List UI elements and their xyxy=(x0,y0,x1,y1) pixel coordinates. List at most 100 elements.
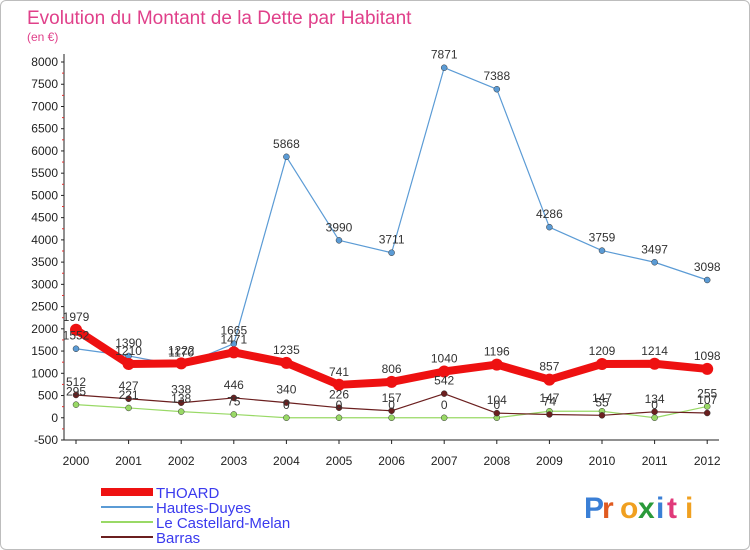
data-label: 1209 xyxy=(589,344,616,358)
data-label: 1170 xyxy=(168,346,194,360)
data-point xyxy=(335,404,343,411)
data-point xyxy=(598,247,606,254)
data-label: 1235 xyxy=(273,343,300,357)
x-tick-label: 2011 xyxy=(642,454,668,468)
y-tick-label: 7500 xyxy=(31,77,58,91)
series-le-castellard-melan xyxy=(72,401,711,422)
series-thoard xyxy=(70,323,714,391)
data-point xyxy=(335,414,343,422)
x-tick-label: 2012 xyxy=(694,454,721,468)
y-tick-label: 5500 xyxy=(31,166,58,180)
data-label: 7388 xyxy=(483,69,510,83)
series-hautes-duyes xyxy=(72,64,711,369)
data-label: 74 xyxy=(543,394,557,408)
x-tick-label: 2002 xyxy=(168,454,195,468)
data-point xyxy=(333,378,345,391)
data-point xyxy=(230,411,238,418)
y-tick-label: 500 xyxy=(38,389,58,403)
x-tick-label: 2007 xyxy=(431,454,458,468)
y-tick-label: 3500 xyxy=(31,255,58,269)
data-point xyxy=(175,357,188,370)
y-tick-label: 0 xyxy=(51,411,58,425)
data-label: 3990 xyxy=(326,220,353,234)
y-tick-label: 1500 xyxy=(31,344,58,358)
data-label: 0 xyxy=(336,398,343,412)
data-point xyxy=(70,323,82,336)
y-tick-label: 8000 xyxy=(31,55,58,69)
x-tick-label: 2003 xyxy=(220,454,247,468)
brand-letter: i xyxy=(685,492,693,525)
data-label: 1222 xyxy=(168,343,195,357)
data-label: 741 xyxy=(329,365,349,379)
data-point xyxy=(230,394,238,402)
y-tick-label: 6000 xyxy=(31,144,58,158)
brand-letter: r xyxy=(602,492,614,525)
data-point xyxy=(440,414,448,422)
y-tick-label: 3000 xyxy=(31,277,58,291)
x-tick-label: 2006 xyxy=(378,454,405,468)
x-tick-label: 2000 xyxy=(63,454,90,468)
data-label: 512 xyxy=(66,375,86,389)
data-point xyxy=(125,404,132,412)
brand-letter: x xyxy=(638,492,655,525)
data-point xyxy=(490,358,503,371)
data-label: 7871 xyxy=(431,48,458,62)
data-point xyxy=(283,399,290,406)
data-label: 221 xyxy=(119,388,139,402)
data-point xyxy=(72,401,80,408)
data-point xyxy=(440,64,448,71)
x-tick-label: 2005 xyxy=(326,454,353,468)
x-tick-label: 2004 xyxy=(273,454,300,468)
brand-letter: o xyxy=(620,492,638,525)
y-tick-label: 4000 xyxy=(31,233,58,247)
data-point xyxy=(701,362,714,375)
data-label: 1471 xyxy=(220,332,247,346)
legend-label: Le Castellard-Melan xyxy=(156,515,290,532)
data-point xyxy=(72,391,80,399)
data-point xyxy=(651,414,658,422)
data-point xyxy=(283,414,290,422)
series-line xyxy=(75,67,708,367)
data-label: 0 xyxy=(493,398,500,412)
data-label: 0 xyxy=(651,398,658,412)
data-label: 338 xyxy=(171,383,191,397)
x-tick-label: 2009 xyxy=(536,454,563,468)
brand-letter: t xyxy=(667,492,677,525)
data-label: 1040 xyxy=(431,352,458,366)
data-label: 340 xyxy=(276,383,296,397)
data-point xyxy=(335,237,343,244)
legend-label: Hautes-Duyes xyxy=(156,500,251,517)
data-point xyxy=(651,259,658,266)
data-point xyxy=(648,357,661,370)
data-point xyxy=(283,153,290,161)
legend-item: Barras xyxy=(101,530,200,547)
data-label: 226 xyxy=(329,388,349,402)
legend-item: Hautes-Duyes xyxy=(101,500,251,517)
data-label: 3759 xyxy=(589,231,616,245)
data-label: 0 xyxy=(388,398,395,412)
data-point xyxy=(438,365,451,378)
x-tick-label: 2001 xyxy=(115,454,142,468)
data-label: 446 xyxy=(224,378,244,392)
y-tick-label: 7000 xyxy=(31,99,58,113)
data-point xyxy=(703,403,711,410)
data-point xyxy=(493,85,501,93)
data-label: 157 xyxy=(382,391,402,405)
series-layer xyxy=(70,64,714,422)
data-point xyxy=(388,249,395,256)
data-label: 1979 xyxy=(63,310,90,324)
data-label: 542 xyxy=(434,374,454,388)
y-tick-label: 2500 xyxy=(31,300,58,314)
data-label: 255 xyxy=(697,386,717,400)
x-tick-label: 2008 xyxy=(483,454,510,468)
data-label: 147 xyxy=(592,391,612,405)
proxiti-logo: Pr o x i t i xyxy=(584,492,693,525)
y-tick-label: 4500 xyxy=(31,211,58,225)
data-point xyxy=(546,411,553,418)
legend-label: Barras xyxy=(156,530,200,547)
data-point xyxy=(703,409,711,417)
brand-letter: P xyxy=(584,492,604,525)
data-point xyxy=(125,395,132,403)
data-point xyxy=(280,356,293,369)
data-label: 4286 xyxy=(536,207,563,221)
